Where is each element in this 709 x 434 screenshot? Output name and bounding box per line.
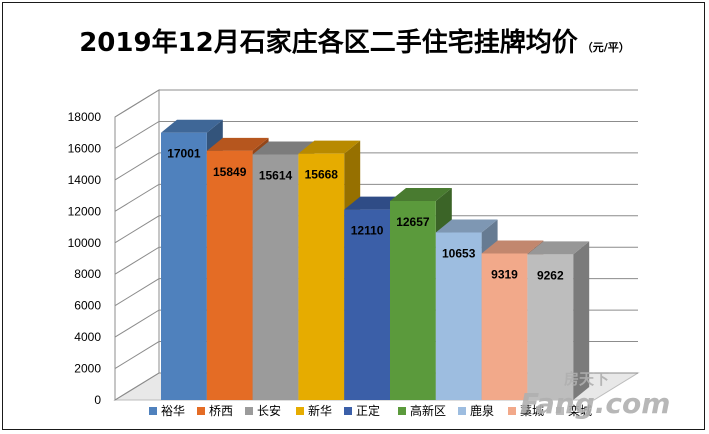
y-tick-label-8: 16000	[68, 141, 102, 155]
legend-item-3: 新华	[296, 403, 332, 418]
legend-label-2: 长安	[257, 403, 281, 418]
y-tick-label-1: 2000	[74, 362, 101, 376]
y-tick-label-3: 6000	[74, 299, 101, 313]
legend-label-0: 裕华	[161, 403, 185, 418]
legend-swatch-2	[245, 407, 253, 415]
data-label-8: 9262	[537, 268, 564, 282]
data-label-6: 10653	[442, 247, 476, 261]
legend-label-5: 高新区	[410, 403, 446, 418]
legend-swatch-1	[197, 407, 205, 415]
legend-label-3: 新华	[308, 403, 332, 418]
bar-栾城	[527, 241, 590, 400]
legend-item-1: 桥西	[197, 404, 233, 418]
legend-label-6: 鹿泉	[470, 403, 494, 418]
legend-label-4: 正定	[356, 403, 380, 418]
chart-unit: （元/平）	[581, 41, 630, 54]
y-tick-label-5: 10000	[68, 236, 102, 250]
legend-item-6: 鹿泉	[458, 403, 494, 418]
y-tick-label-0: 0	[94, 393, 101, 407]
legend-swatch-3	[296, 407, 304, 415]
legend-item-5: 高新区	[398, 403, 446, 418]
legend-item-7: 藁城	[508, 404, 544, 418]
watermark: 房天下 Fang.com	[520, 370, 670, 420]
legend-label-7: 藁城	[520, 404, 544, 418]
gridlines	[114, 89, 638, 401]
gridline-7	[114, 152, 638, 181]
data-label-2: 15614	[259, 169, 293, 183]
legend-label-8: 栾城	[568, 403, 592, 418]
y-tick-label-4: 8000	[74, 267, 101, 281]
legend-label-1: 桥西	[209, 404, 233, 418]
data-label-0: 17001	[167, 147, 201, 161]
legend-swatch-6	[458, 407, 466, 415]
legend-item-0: 裕华	[149, 403, 185, 418]
legend-item-8: 栾城	[556, 403, 592, 418]
watermark-bottom: Fang.com	[520, 387, 670, 420]
chart-title-block: 2019年12月石家庄各区二手住宅挂牌均价 （元/平）	[0, 22, 709, 59]
legend-item-2: 长安	[245, 403, 281, 418]
legend-swatch-8	[556, 407, 564, 415]
data-label-4: 12110	[351, 224, 384, 238]
y-tick-label-7: 14000	[68, 173, 102, 187]
gridline-9	[114, 89, 638, 118]
y-axis-ticks: 0 2000 4000 6000 8000 10000 12000 14000 16000 180…	[68, 110, 102, 407]
data-label-3: 15668	[305, 168, 339, 182]
data-label-5: 12657	[396, 215, 430, 229]
data-label-7: 9319	[491, 267, 518, 281]
watermark-top: 房天下	[564, 370, 609, 388]
legend-swatch-5	[398, 407, 406, 415]
side-wall	[114, 89, 160, 401]
y-tick-label-6: 12000	[68, 204, 102, 218]
y-tick-label-9: 18000	[68, 110, 102, 124]
data-labels: 17001 15849 15614 15668 12110 12657 10653 9319 9…	[167, 147, 564, 283]
legend: 裕华 桥西 长安 新华 正定 高新区 鹿泉 藁城 栾城	[149, 403, 592, 418]
gridline-6	[114, 183, 638, 212]
chart-title: 2019年12月石家庄各区二手住宅挂牌均价	[79, 28, 578, 58]
y-tick-label-2: 4000	[74, 330, 101, 344]
legend-swatch-4	[344, 407, 352, 415]
bars	[161, 119, 590, 401]
gridline-5	[114, 215, 638, 244]
data-label-1: 15849	[213, 165, 247, 179]
legend-swatch-7	[508, 407, 516, 415]
legend-swatch-0	[149, 407, 157, 415]
legend-item-4: 正定	[344, 403, 380, 418]
gridline-8	[114, 120, 638, 149]
